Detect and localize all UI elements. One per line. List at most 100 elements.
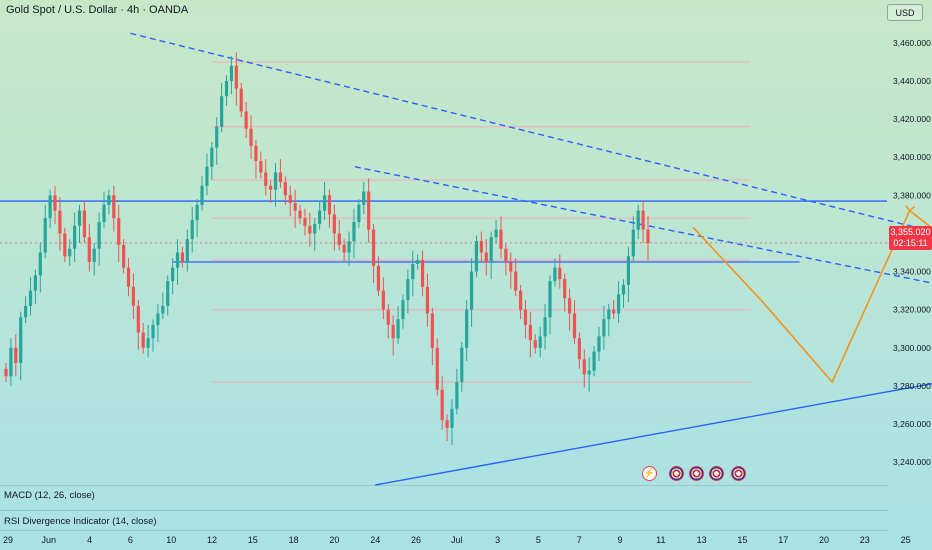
candle-body (112, 195, 116, 219)
candle-body (371, 229, 376, 266)
candle-body (185, 239, 189, 263)
candle-body (151, 324, 155, 339)
candle-body (146, 338, 150, 348)
candle-body (303, 218, 307, 226)
candle-body (641, 210, 645, 230)
candle-body (450, 408, 454, 428)
trendline (130, 32, 932, 232)
candle-body (474, 241, 479, 272)
candle-body (141, 332, 145, 348)
chart-title[interactable]: Gold Spot / U.S. Dollar · 4h · OANDA (6, 4, 189, 16)
x-tick-label: Jun (42, 535, 57, 545)
candle-body (616, 294, 621, 314)
candle-body (92, 248, 96, 263)
candle-body (587, 370, 591, 375)
candle-body (205, 166, 209, 186)
pane-divider[interactable] (0, 485, 888, 486)
flash-icon[interactable]: ⚡ (642, 466, 657, 481)
candle-body (38, 252, 42, 276)
candle-body (347, 241, 351, 253)
y-tick-label: 3,440.000 (893, 76, 931, 86)
candle-body (484, 252, 488, 263)
candle-body (4, 368, 8, 377)
us-flag-icon[interactable] (689, 466, 704, 481)
candle-body (425, 286, 430, 314)
candle-body (190, 220, 194, 240)
candle-body (24, 305, 28, 318)
candle-body (469, 271, 474, 310)
candle-body (254, 145, 258, 162)
candle-body (33, 275, 38, 291)
candle-body (602, 319, 606, 337)
us-flag-icon[interactable] (669, 466, 684, 481)
bar-countdown: 02:15:11 (893, 238, 928, 248)
x-tick-label: 13 (697, 535, 707, 545)
pane-divider[interactable] (0, 510, 888, 511)
candle-body (68, 248, 72, 257)
candle-body (636, 210, 640, 230)
candle-body (249, 128, 253, 146)
x-tick-label: 17 (778, 535, 788, 545)
candle-body (122, 244, 126, 268)
us-flag-icon[interactable] (709, 466, 724, 481)
candle-body (504, 248, 508, 263)
candle-body (592, 351, 596, 371)
y-tick-label: 3,400.000 (893, 152, 931, 162)
last-price-tag: 3,355.020 02:15:11 (889, 226, 932, 250)
candle-body (337, 233, 341, 245)
y-tick-label: 3,420.000 (893, 114, 931, 124)
candle-body (455, 382, 459, 409)
candle-body (499, 229, 503, 249)
candle-body (220, 96, 224, 127)
candle-body (376, 265, 381, 291)
x-tick-label: 24 (370, 535, 380, 545)
x-tick-label: 3 (495, 535, 500, 545)
candle-body (543, 317, 547, 337)
candle-body (514, 271, 518, 291)
candle-body (28, 290, 33, 306)
candle-body (200, 185, 204, 205)
candle-body (14, 347, 18, 364)
candle-body (283, 181, 287, 196)
candle-body (48, 195, 52, 219)
candle-body (612, 309, 616, 314)
y-tick-label: 3,340.000 (893, 267, 931, 277)
candle-body (553, 267, 557, 282)
candle-body (533, 340, 537, 348)
candle-body (131, 286, 136, 306)
candle-body (460, 347, 464, 383)
x-tick-label: 12 (207, 535, 217, 545)
trendline (375, 382, 932, 486)
us-flag-icon[interactable] (731, 466, 746, 481)
candle-body (420, 260, 425, 287)
currency-unit-button[interactable]: USD (887, 4, 923, 21)
candle-body (293, 202, 297, 211)
pattern-segment (761, 301, 833, 383)
candle-body (63, 233, 67, 257)
candle-body (577, 338, 581, 360)
candle-body (435, 347, 439, 390)
candle-body (58, 210, 62, 234)
x-tick-label: 10 (166, 535, 176, 545)
candle-body (621, 284, 626, 295)
candle-body (597, 336, 601, 352)
x-tick-label: 18 (289, 535, 299, 545)
candle-body (175, 252, 180, 268)
candle-body (538, 336, 542, 348)
candle-body (234, 65, 238, 89)
macd-indicator-label[interactable]: MACD (12, 26, close) (4, 490, 95, 501)
candle-body (411, 263, 415, 280)
x-tick-label: 15 (248, 535, 258, 545)
last-price-value: 3,355.020 (890, 227, 931, 237)
rsi-divergence-indicator-label[interactable]: RSI Divergence Indicator (14, close) (4, 516, 157, 527)
candle-body (259, 161, 263, 173)
candle-body (53, 195, 57, 211)
candle-body (440, 389, 444, 421)
candle-body (509, 262, 513, 272)
candle-body (367, 191, 371, 230)
y-tick-label: 3,320.000 (893, 305, 931, 315)
candle-body (308, 225, 312, 234)
candle-body (362, 191, 366, 205)
candle-body (126, 267, 131, 287)
